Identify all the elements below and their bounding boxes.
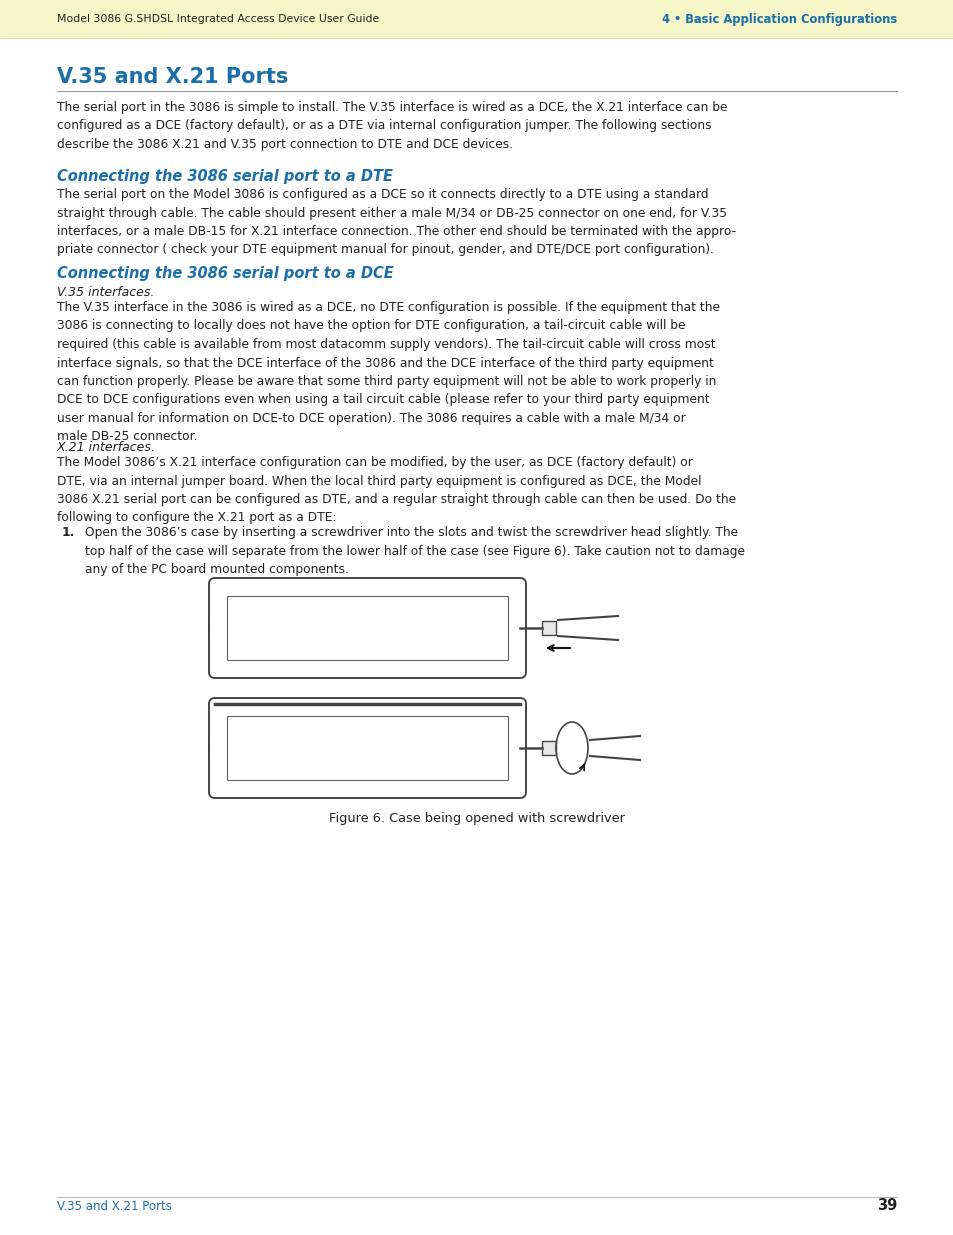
Bar bbox=[541, 741, 556, 755]
Text: Open the 3086’s case by inserting a screwdriver into the slots and twist the scr: Open the 3086’s case by inserting a scre… bbox=[85, 526, 744, 576]
Text: 39: 39 bbox=[876, 1198, 896, 1213]
Text: The Model 3086’s X.21 interface configuration can be modified, by the user, as D: The Model 3086’s X.21 interface configur… bbox=[57, 456, 736, 525]
Text: V.35 and X.21 Ports: V.35 and X.21 Ports bbox=[57, 1200, 172, 1213]
Text: Connecting the 3086 serial port to a DCE: Connecting the 3086 serial port to a DCE bbox=[57, 266, 394, 282]
FancyBboxPatch shape bbox=[209, 578, 525, 678]
Bar bbox=[227, 597, 507, 659]
Text: 4 • Basic Application Configurations: 4 • Basic Application Configurations bbox=[661, 12, 896, 26]
Bar bbox=[0, 0, 953, 38]
Text: X.21 interfaces.: X.21 interfaces. bbox=[57, 441, 155, 454]
Bar bbox=[541, 621, 556, 635]
Text: The serial port on the Model 3086 is configured as a DCE so it connects directly: The serial port on the Model 3086 is con… bbox=[57, 188, 736, 257]
Text: Connecting the 3086 serial port to a DTE: Connecting the 3086 serial port to a DTE bbox=[57, 169, 393, 184]
Text: The V.35 interface in the 3086 is wired as a DCE, no DTE configuration is possib: The V.35 interface in the 3086 is wired … bbox=[57, 301, 720, 443]
Text: V.35 and X.21 Ports: V.35 and X.21 Ports bbox=[57, 67, 288, 86]
Text: 1.: 1. bbox=[62, 526, 75, 538]
FancyBboxPatch shape bbox=[209, 698, 525, 798]
Bar bbox=[227, 716, 507, 781]
Text: Figure 6. Case being opened with screwdriver: Figure 6. Case being opened with screwdr… bbox=[329, 811, 624, 825]
Text: Model 3086 G.SHDSL Integrated Access Device User Guide: Model 3086 G.SHDSL Integrated Access Dev… bbox=[57, 14, 379, 23]
Text: The serial port in the 3086 is simple to install. The V.35 interface is wired as: The serial port in the 3086 is simple to… bbox=[57, 101, 727, 151]
Text: V.35 interfaces.: V.35 interfaces. bbox=[57, 287, 154, 299]
